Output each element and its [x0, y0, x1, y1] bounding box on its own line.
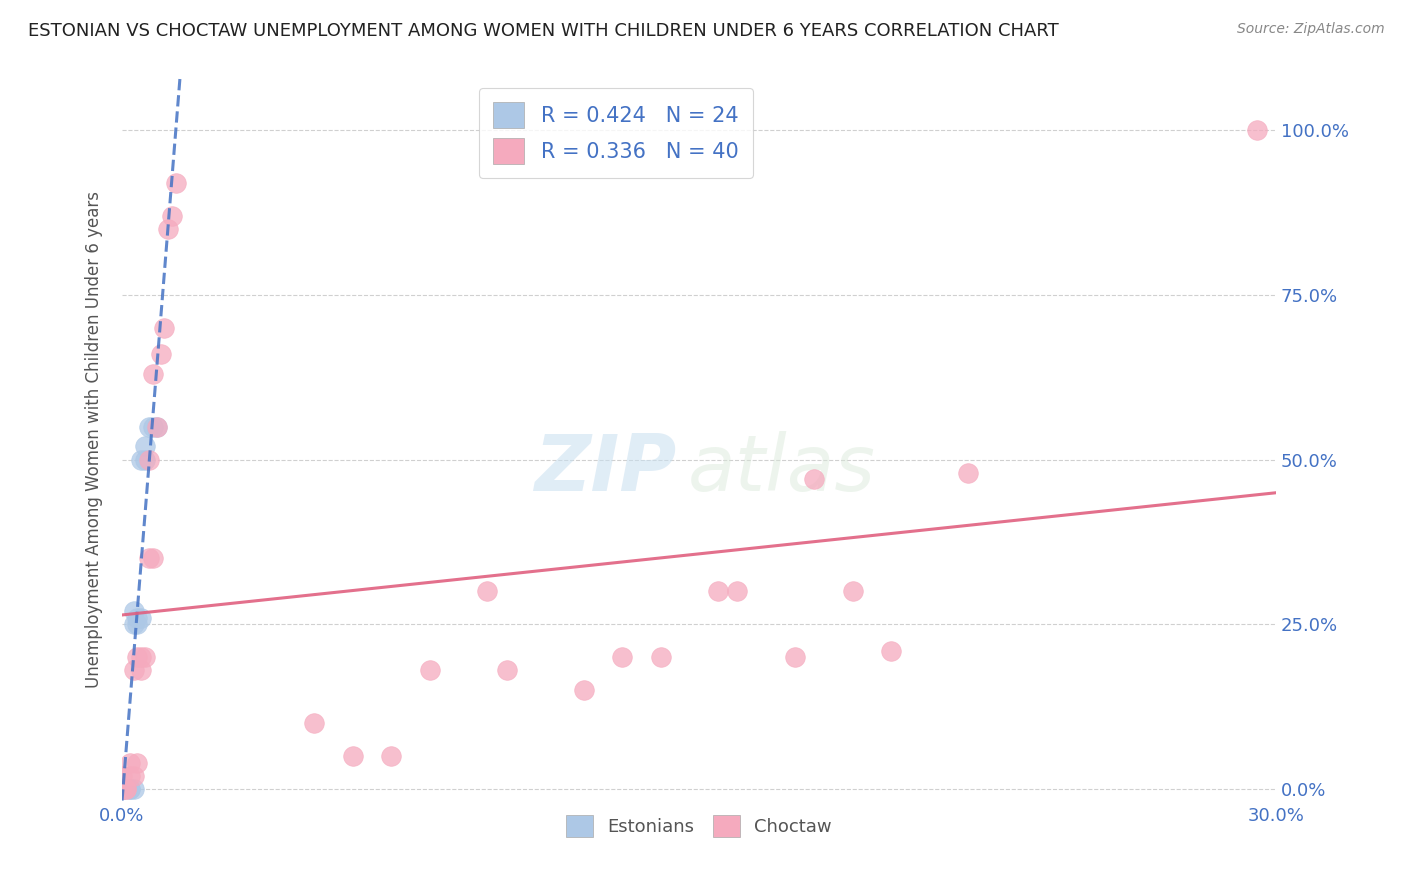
- Point: [707, 584, 730, 599]
- Point: [115, 782, 138, 797]
- Point: [727, 584, 749, 599]
- Point: [650, 650, 672, 665]
- Point: [153, 321, 176, 335]
- Point: [142, 367, 165, 381]
- Point: [118, 756, 141, 770]
- Point: [842, 584, 865, 599]
- Point: [111, 782, 134, 797]
- Point: [118, 782, 141, 797]
- Point: [122, 782, 145, 797]
- Point: [111, 782, 134, 797]
- Point: [165, 176, 187, 190]
- Point: [127, 611, 149, 625]
- Y-axis label: Unemployment Among Women with Children Under 6 years: Unemployment Among Women with Children U…: [86, 192, 103, 689]
- Point: [111, 782, 134, 797]
- Point: [129, 611, 152, 625]
- Point: [138, 551, 160, 566]
- Point: [134, 452, 156, 467]
- Point: [142, 419, 165, 434]
- Point: [129, 650, 152, 665]
- Text: atlas: atlas: [688, 431, 876, 507]
- Point: [803, 472, 825, 486]
- Point: [138, 419, 160, 434]
- Point: [111, 782, 134, 797]
- Point: [1246, 123, 1268, 137]
- Point: [142, 551, 165, 566]
- Point: [380, 749, 402, 764]
- Point: [157, 222, 180, 236]
- Point: [111, 782, 134, 797]
- Point: [127, 650, 149, 665]
- Point: [118, 769, 141, 783]
- Point: [122, 664, 145, 678]
- Point: [149, 347, 172, 361]
- Point: [111, 782, 134, 797]
- Point: [572, 683, 595, 698]
- Point: [134, 439, 156, 453]
- Point: [122, 604, 145, 618]
- Point: [785, 650, 807, 665]
- Point: [304, 716, 326, 731]
- Point: [111, 782, 134, 797]
- Point: [111, 782, 134, 797]
- Point: [111, 782, 134, 797]
- Point: [342, 749, 364, 764]
- Point: [419, 664, 441, 678]
- Point: [145, 419, 167, 434]
- Point: [129, 664, 152, 678]
- Legend: Estonians, Choctaw: Estonians, Choctaw: [560, 807, 839, 844]
- Text: Source: ZipAtlas.com: Source: ZipAtlas.com: [1237, 22, 1385, 37]
- Text: ZIP: ZIP: [534, 431, 676, 507]
- Point: [160, 209, 183, 223]
- Point: [138, 452, 160, 467]
- Text: ESTONIAN VS CHOCTAW UNEMPLOYMENT AMONG WOMEN WITH CHILDREN UNDER 6 YEARS CORRELA: ESTONIAN VS CHOCTAW UNEMPLOYMENT AMONG W…: [28, 22, 1059, 40]
- Point: [145, 419, 167, 434]
- Point: [477, 584, 499, 599]
- Point: [134, 650, 156, 665]
- Point: [495, 664, 517, 678]
- Point: [115, 782, 138, 797]
- Point: [127, 756, 149, 770]
- Point: [111, 769, 134, 783]
- Point: [122, 617, 145, 632]
- Point: [122, 769, 145, 783]
- Point: [111, 782, 134, 797]
- Point: [610, 650, 633, 665]
- Point: [127, 617, 149, 632]
- Point: [118, 782, 141, 797]
- Point: [880, 643, 903, 657]
- Point: [957, 466, 980, 480]
- Point: [129, 452, 152, 467]
- Point: [111, 782, 134, 797]
